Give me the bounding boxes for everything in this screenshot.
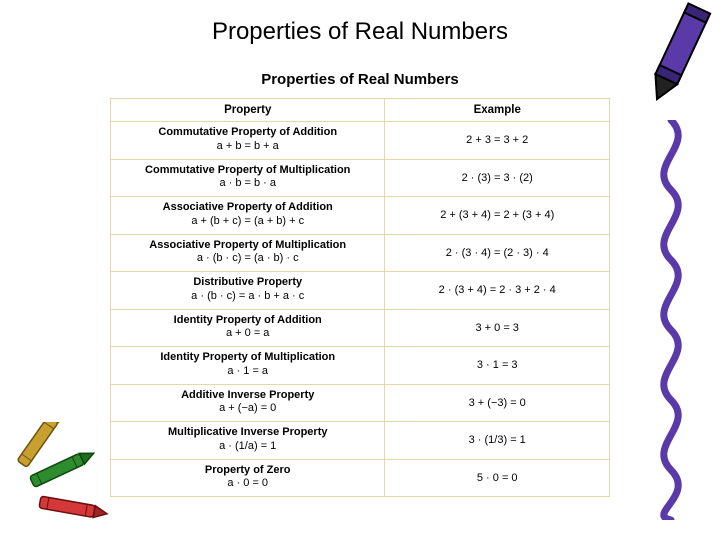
property-formula: a · b = b · a [117, 177, 378, 191]
slide-title: Properties of Real Numbers [0, 0, 720, 46]
properties-table: Property Example Commutative Property of… [110, 98, 610, 497]
property-name: Commutative Property of Multiplication [117, 164, 378, 178]
property-cell: Commutative Property of Multiplicationa … [111, 159, 385, 197]
table-row: Commutative Property of Additiona + b = … [111, 122, 610, 160]
property-cell: Property of Zeroa · 0 = 0 [111, 459, 385, 497]
example-cell: 3 + 0 = 3 [385, 309, 610, 347]
property-cell: Distributive Propertya · (b · c) = a · b… [111, 272, 385, 310]
crayons-illustration [12, 422, 132, 522]
property-cell: Additive Inverse Propertya + (−a) = 0 [111, 384, 385, 422]
property-name: Multiplicative Inverse Property [117, 426, 378, 440]
property-name: Identity Property of Multiplication [117, 351, 378, 365]
table-title: Properties of Real Numbers [0, 71, 720, 88]
property-formula: a + (b + c) = (a + b) + c [117, 215, 378, 229]
squiggle-illustration [641, 120, 696, 520]
property-formula: a · (b · c) = (a · b) · c [117, 252, 378, 266]
property-formula: a · 1 = a [117, 365, 378, 379]
example-cell: 5 · 0 = 0 [385, 459, 610, 497]
table-row: Identity Property of Additiona + 0 = a3 … [111, 309, 610, 347]
table-row: Distributive Propertya · (b · c) = a · b… [111, 272, 610, 310]
example-cell: 3 + (−3) = 0 [385, 384, 610, 422]
property-name: Commutative Property of Addition [117, 126, 378, 140]
property-cell: Associative Property of Multiplicationa … [111, 234, 385, 272]
property-formula: a + b = b + a [117, 140, 378, 154]
property-cell: Identity Property of Additiona + 0 = a [111, 309, 385, 347]
table-row: Multiplicative Inverse Propertya · (1/a)… [111, 422, 610, 460]
property-name: Distributive Property [117, 276, 378, 290]
property-formula: a · 0 = 0 [117, 477, 378, 491]
property-cell: Commutative Property of Additiona + b = … [111, 122, 385, 160]
property-name: Additive Inverse Property [117, 389, 378, 403]
property-cell: Associative Property of Additiona + (b +… [111, 197, 385, 235]
table-header-row: Property Example [111, 99, 610, 122]
example-cell: 2 · (3) = 3 · (2) [385, 159, 610, 197]
property-cell: Multiplicative Inverse Propertya · (1/a)… [111, 422, 385, 460]
property-formula: a · (b · c) = a · b + a · c [117, 290, 378, 304]
property-name: Associative Property of Multiplication [117, 239, 378, 253]
property-formula: a + (−a) = 0 [117, 402, 378, 416]
example-cell: 3 · 1 = 3 [385, 347, 610, 385]
example-cell: 2 · (3 + 4) = 2 · 3 + 2 · 4 [385, 272, 610, 310]
example-cell: 2 · (3 · 4) = (2 · 3) · 4 [385, 234, 610, 272]
crayon-top-right-illustration [644, 2, 714, 112]
table-row: Associative Property of Additiona + (b +… [111, 197, 610, 235]
table-row: Commutative Property of Multiplicationa … [111, 159, 610, 197]
table-row: Identity Property of Multiplicationa · 1… [111, 347, 610, 385]
table-row: Additive Inverse Propertya + (−a) = 03 +… [111, 384, 610, 422]
table-row: Property of Zeroa · 0 = 05 · 0 = 0 [111, 459, 610, 497]
properties-table-container: Property Example Commutative Property of… [110, 98, 610, 497]
property-name: Associative Property of Addition [117, 201, 378, 215]
example-cell: 3 · (1/3) = 1 [385, 422, 610, 460]
col-header-example: Example [385, 99, 610, 122]
property-formula: a + 0 = a [117, 327, 378, 341]
table-row: Associative Property of Multiplicationa … [111, 234, 610, 272]
example-cell: 2 + (3 + 4) = 2 + (3 + 4) [385, 197, 610, 235]
example-cell: 2 + 3 = 3 + 2 [385, 122, 610, 160]
property-name: Property of Zero [117, 464, 378, 478]
property-cell: Identity Property of Multiplicationa · 1… [111, 347, 385, 385]
property-formula: a · (1/a) = 1 [117, 440, 378, 454]
col-header-property: Property [111, 99, 385, 122]
property-name: Identity Property of Addition [117, 314, 378, 328]
